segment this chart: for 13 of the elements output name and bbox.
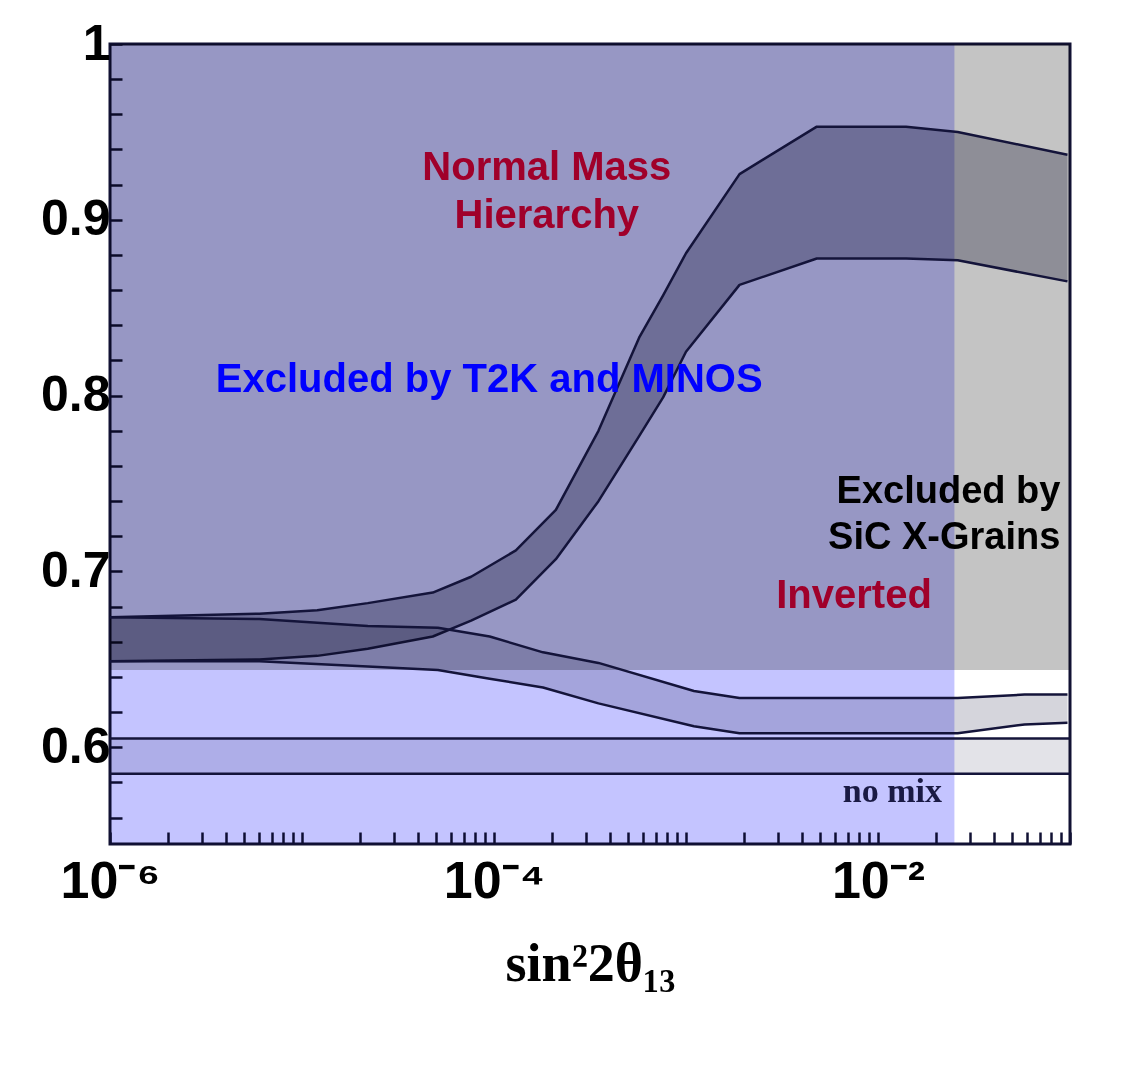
x-tick-label: 10⁻⁴ (443, 850, 546, 909)
y-tick-label: 0.8 (40, 366, 111, 423)
y-tick-label: 1 (82, 14, 111, 71)
annotation: no mix (842, 772, 942, 809)
x-tick-label: 10⁻² (831, 850, 926, 909)
annotation: Excluded by SiC X-Grains (828, 469, 1061, 557)
y-tick-label: 0.6 (40, 717, 111, 774)
y-tick-label: 0.9 (40, 190, 111, 247)
x-tick-label: 10⁻⁶ (60, 850, 161, 909)
y-tick-label: 0.7 (40, 541, 111, 598)
annotation: Inverted (776, 572, 932, 616)
annotation: Normal Mass Hierarchy (422, 144, 672, 236)
x-axis-title: sin²2θ₁₃ (505, 932, 676, 993)
